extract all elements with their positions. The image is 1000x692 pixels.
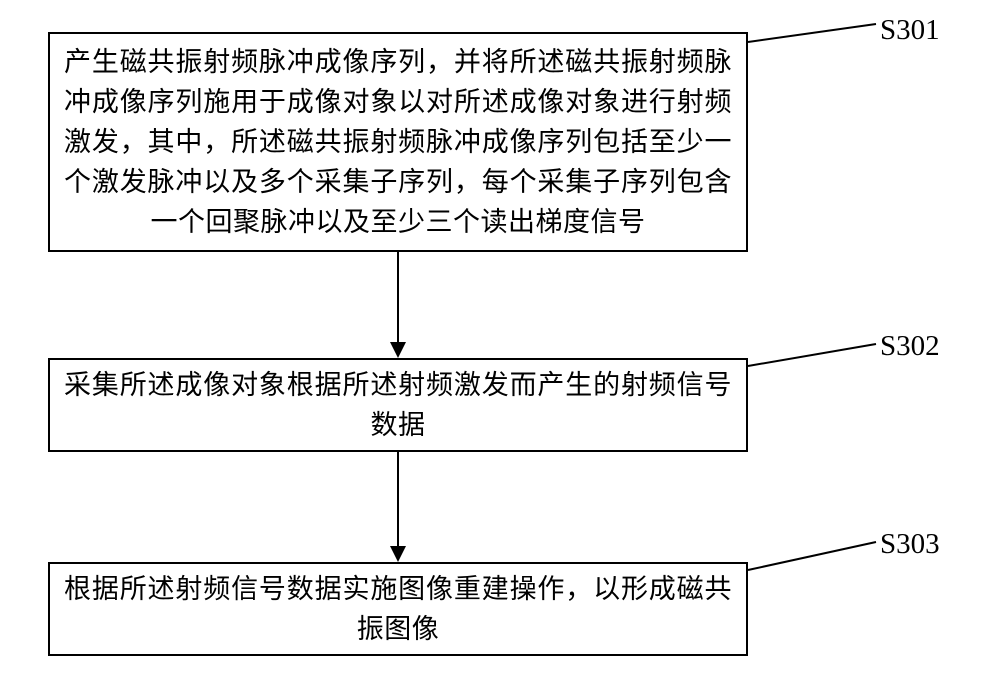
step-label-s302: S302 bbox=[880, 330, 940, 363]
arrow-head-icon bbox=[390, 342, 406, 358]
step-text: 采集所述成像对象根据所述射频激发而产生的射频信号数据 bbox=[50, 365, 746, 445]
arrow-head-icon bbox=[390, 546, 406, 562]
step-label-s301: S301 bbox=[880, 14, 940, 47]
flowchart-canvas: 产生磁共振射频脉冲成像序列，并将所述磁共振射频脉冲成像序列施用于成像对象以对所述… bbox=[0, 0, 1000, 692]
arrow-s301-to-s302 bbox=[397, 252, 399, 342]
flowchart-step-s303: 根据所述射频信号数据实施图像重建操作，以形成磁共振图像 bbox=[48, 562, 748, 656]
flowchart-step-s302: 采集所述成像对象根据所述射频激发而产生的射频信号数据 bbox=[48, 358, 748, 452]
flowchart-step-s301: 产生磁共振射频脉冲成像序列，并将所述磁共振射频脉冲成像序列施用于成像对象以对所述… bbox=[48, 32, 748, 252]
step-text: 根据所述射频信号数据实施图像重建操作，以形成磁共振图像 bbox=[50, 569, 746, 649]
step-label-s303: S303 bbox=[880, 528, 940, 561]
step-text: 产生磁共振射频脉冲成像序列，并将所述磁共振射频脉冲成像序列施用于成像对象以对所述… bbox=[50, 42, 746, 242]
arrow-s302-to-s303 bbox=[397, 452, 399, 546]
